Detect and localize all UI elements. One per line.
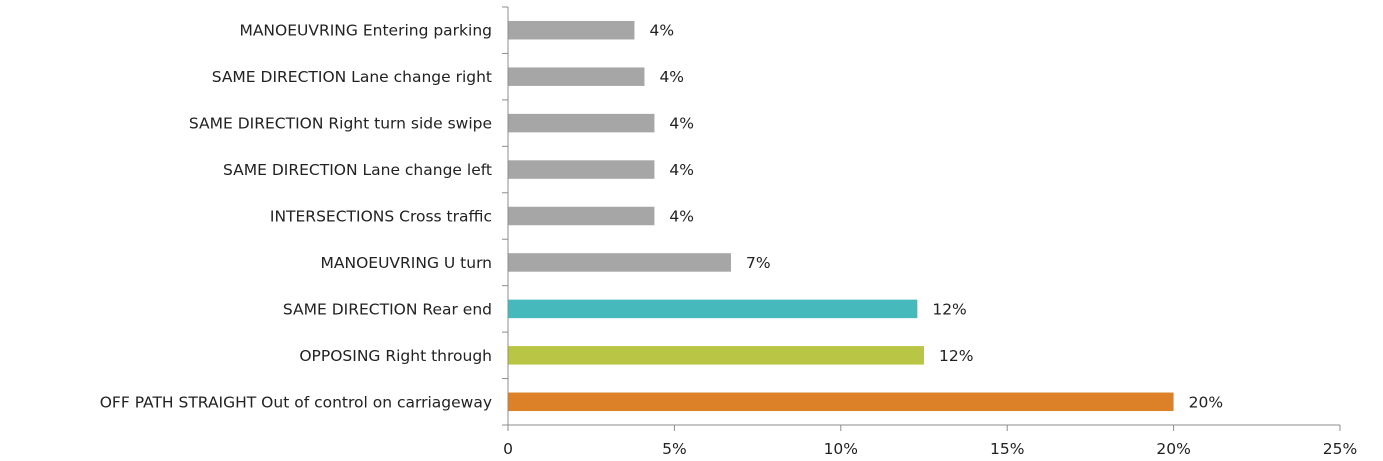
labels-layer: MANOEUVRING Entering parking 4% SAME DIREC… [100, 22, 1223, 412]
category-label: SAME DIRECTION Lane change right [212, 68, 492, 86]
bar [508, 113, 655, 133]
data-label: 7% [746, 254, 771, 272]
data-label: 4% [669, 208, 694, 226]
bar [508, 392, 1174, 412]
data-label: 4% [669, 161, 694, 179]
bar [508, 346, 924, 365]
bar [508, 253, 731, 272]
bar [508, 299, 918, 319]
axes-layer: 0 5% 10% 15% 20% 25% [502, 6, 1357, 458]
data-label: 12% [939, 347, 973, 365]
bar [508, 67, 645, 86]
category-label: OFF PATH STRAIGHT Out of control on carr… [100, 393, 492, 411]
data-label: 20% [1189, 393, 1223, 411]
x-tick-label: 5% [662, 440, 687, 458]
bar [508, 160, 655, 179]
category-label: SAME DIRECTION Rear end [283, 300, 492, 318]
bar [508, 20, 635, 40]
bars-layer [508, 20, 1174, 412]
x-tick-label: 25% [1323, 440, 1357, 458]
x-tick-label: 10% [824, 440, 858, 458]
bar [508, 206, 655, 226]
category-label: SAME DIRECTION Right turn side swipe [189, 115, 492, 133]
x-tick-label: 20% [1156, 440, 1190, 458]
x-tick-label: 15% [990, 440, 1024, 458]
category-label: MANOEUVRING Entering parking [239, 22, 492, 40]
category-label: INTERSECTIONS Cross traffic [270, 208, 492, 226]
category-label: MANOEUVRING U turn [321, 254, 492, 272]
data-label: 4% [669, 115, 694, 133]
data-label: 4% [649, 22, 674, 40]
x-tick-label: 0 [503, 440, 513, 458]
data-label: 4% [659, 68, 684, 86]
category-label: OPPOSING Right through [299, 347, 492, 365]
category-label: SAME DIRECTION Lane change left [223, 161, 492, 179]
data-label: 12% [932, 300, 966, 318]
